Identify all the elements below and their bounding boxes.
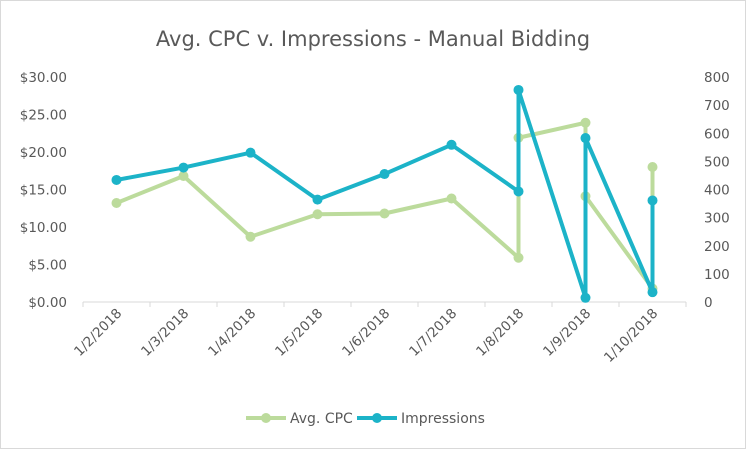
x-tick-label: 1/2/2018 xyxy=(71,306,125,360)
data-point xyxy=(245,231,256,242)
data-point xyxy=(580,133,591,144)
legend-swatch-marker xyxy=(261,413,271,423)
y-right-tick-label: 700 xyxy=(704,98,730,114)
y-left-tick-label: $5.00 xyxy=(28,258,67,274)
x-tick-label: 1/6/2018 xyxy=(339,306,393,360)
y-right-tick-label: 600 xyxy=(704,126,730,142)
series-line xyxy=(114,120,655,291)
y-left-tick-label: $15.00 xyxy=(20,183,67,199)
y-right-tick-label: 100 xyxy=(704,267,730,283)
y-left-tick-label: $25.00 xyxy=(20,108,67,124)
data-point xyxy=(580,292,591,303)
data-point xyxy=(513,186,524,197)
data-point xyxy=(312,194,323,205)
y-right-tick-label: 0 xyxy=(704,295,713,311)
data-point xyxy=(446,193,457,204)
y-right-tick-label: 300 xyxy=(704,211,730,227)
data-point xyxy=(647,162,658,172)
x-tick-label: 1/8/2018 xyxy=(473,306,527,360)
y-right-tick-label: 400 xyxy=(704,183,730,199)
y-left-tick-label: $10.00 xyxy=(20,220,67,236)
legend-label: Avg. CPC xyxy=(290,411,353,427)
y-right-tick-label: 200 xyxy=(704,239,730,255)
data-point xyxy=(379,208,390,219)
data-point xyxy=(446,139,457,150)
data-point xyxy=(513,84,524,95)
x-tick-label: 1/3/2018 xyxy=(138,306,192,360)
data-point xyxy=(580,117,591,128)
data-point xyxy=(111,174,122,185)
data-point xyxy=(647,287,658,298)
data-point xyxy=(178,171,189,181)
series-line xyxy=(114,87,655,300)
x-tick-label: 1/9/2018 xyxy=(540,306,594,360)
data-point xyxy=(312,209,323,220)
data-point xyxy=(178,162,189,173)
y-left-tick-label: $0.00 xyxy=(28,295,67,311)
data-point xyxy=(111,198,122,208)
data-point xyxy=(379,169,390,180)
data-point xyxy=(245,147,256,158)
legend-swatch-marker xyxy=(372,413,382,423)
x-tick-label: 1/10/2018 xyxy=(601,306,661,366)
y-right-tick-label: 800 xyxy=(704,70,730,86)
x-tick-label: 1/5/2018 xyxy=(272,306,326,360)
data-point xyxy=(513,252,524,263)
y-left-tick-label: $20.00 xyxy=(20,145,67,161)
x-tick-label: 1/4/2018 xyxy=(205,306,259,360)
x-tick-label: 1/7/2018 xyxy=(406,306,460,360)
data-point xyxy=(647,195,658,206)
y-right-tick-label: 500 xyxy=(704,154,730,170)
legend-label: Impressions xyxy=(401,411,485,427)
chart-title: Avg. CPC v. Impressions - Manual Bidding xyxy=(156,27,590,51)
y-left-tick-label: $30.00 xyxy=(20,70,67,86)
